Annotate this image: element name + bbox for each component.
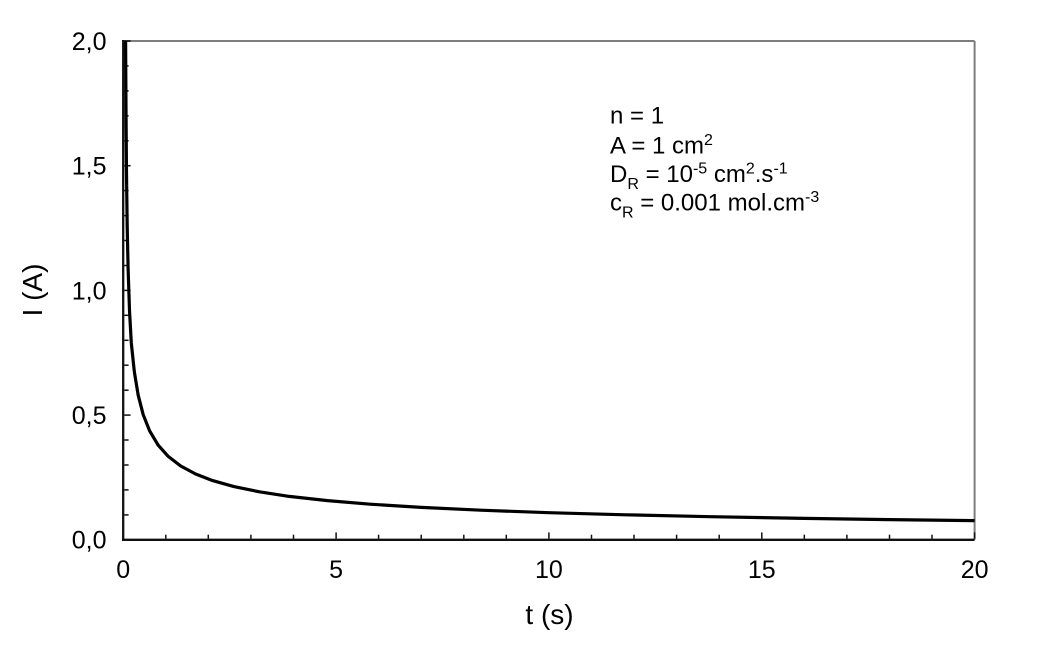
svg-text:2,0: 2,0 xyxy=(72,28,107,56)
svg-text:0: 0 xyxy=(116,556,130,584)
svg-text:I (A): I (A) xyxy=(17,264,48,317)
svg-text:A = 1 cm2: A = 1 cm2 xyxy=(610,132,713,160)
svg-text:15: 15 xyxy=(748,556,776,584)
svg-text:cR = 0.001 mol.cm-3: cR = 0.001 mol.cm-3 xyxy=(610,189,819,222)
svg-text:t (s): t (s) xyxy=(525,599,573,630)
svg-text:20: 20 xyxy=(961,556,989,584)
svg-text:0,5: 0,5 xyxy=(72,402,107,430)
svg-text:1,0: 1,0 xyxy=(72,277,107,305)
svg-text:10: 10 xyxy=(535,556,563,584)
svg-text:1,5: 1,5 xyxy=(72,153,107,181)
svg-text:n = 1: n = 1 xyxy=(610,102,664,129)
svg-text:0,0: 0,0 xyxy=(72,527,107,555)
svg-text:5: 5 xyxy=(329,556,343,584)
